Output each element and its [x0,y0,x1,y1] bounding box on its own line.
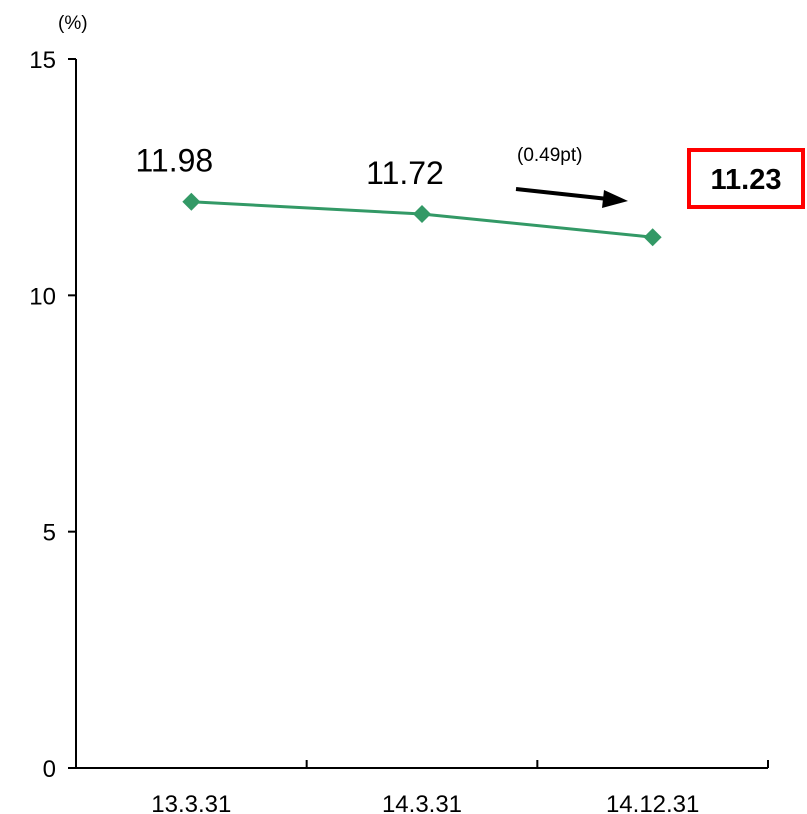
y-axis-unit-label: (%) [58,13,88,34]
data-label: 11.98 [135,143,213,179]
change-annotation-text: (0.49pt) [517,145,582,166]
highlight-box-border [687,148,805,209]
data-point-marker [413,205,431,224]
x-tick-label: 13.3.31 [151,791,231,814]
x-axis-ticks: 13.3.31 14.3.31 14.12.31 [75,760,769,814]
x-tick-label: 14.12.31 [606,791,699,814]
data-label: 11.72 [366,155,444,191]
y-axis-ticks: 0 5 10 15 [29,47,76,783]
highlight-box: 11.23 [687,148,805,209]
change-arrow-shaft [515,187,609,201]
x-tick-label: 14.3.31 [382,791,462,814]
change-arrow-head [602,190,628,208]
y-tick-label: 5 [43,520,56,547]
y-tick-label: 0 [43,756,56,783]
y-tick-label: 15 [29,47,56,74]
data-labels: 11.98 11.72 [135,143,443,191]
change-annotation: (0.49pt) [515,145,628,208]
highlight-value: 11.23 [711,164,782,196]
series-markers [182,192,662,247]
y-tick-label: 10 [29,283,56,310]
data-point-marker [643,228,662,247]
data-point-marker [182,192,201,211]
axes [75,59,768,769]
